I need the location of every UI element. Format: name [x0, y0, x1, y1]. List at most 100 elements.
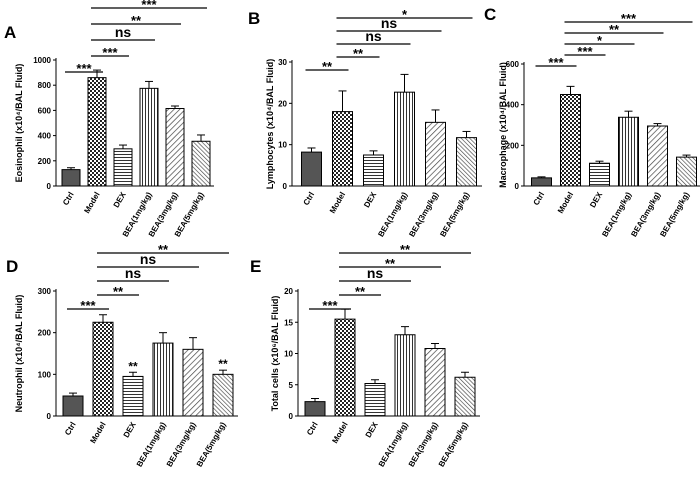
x-category-label: BEA(5mg/kg) — [658, 190, 691, 238]
y-tick-label: 600 — [38, 106, 52, 115]
y-axis-title: Neutrophil (x10⁴/BAL Fluid) — [14, 295, 24, 413]
x-category-label: Model — [330, 421, 349, 446]
x-category-label: Model — [556, 191, 575, 216]
bar-significance-label: ** — [128, 359, 138, 373]
x-category-label: DEX — [362, 190, 378, 209]
y-tick-label: 0 — [47, 412, 52, 421]
bar-model — [334, 318, 356, 417]
x-category-label: BEA(3mg/kg) — [407, 420, 440, 468]
bar-bea-5mg-kg — [191, 140, 211, 187]
bar-model — [87, 77, 107, 187]
panel-a: A 0 200 400 600 800 1000 Eosinophil (x10⁴/BAL F… — [4, 0, 214, 239]
significance-label: *** — [76, 61, 92, 76]
significance-label: ** — [113, 284, 124, 299]
x-category-label: DEX — [364, 420, 380, 439]
y-tick-label: 5 — [289, 381, 294, 390]
x-category-label: BEA(5mg/kg) — [437, 420, 470, 468]
significance-label: ** — [400, 242, 411, 257]
bar-bea-1mg-kg — [394, 91, 415, 187]
significance-label: ns — [125, 265, 142, 281]
x-category-label: Ctrl — [302, 191, 317, 207]
x-category-label: Model — [328, 191, 347, 216]
significance-label: *** — [141, 0, 157, 12]
bar-dex — [113, 148, 133, 187]
bar-bea-1mg-kg — [139, 87, 159, 187]
bar-bea-3mg-kg — [424, 348, 446, 417]
bar-bea-1mg-kg — [152, 342, 174, 417]
significance-label: ns — [140, 251, 157, 267]
y-axis-title: Macrophage (x10⁴/BAL Fluid) — [498, 62, 508, 188]
bar-model — [332, 111, 353, 187]
bar-ctrl — [301, 151, 322, 187]
bar-dex — [589, 162, 610, 187]
bar-ctrl — [62, 395, 84, 417]
x-category-label: BEA(5mg/kg) — [438, 190, 471, 238]
significance-label: *** — [548, 55, 564, 70]
significance-label: ** — [609, 22, 620, 37]
panel-letter: D — [6, 257, 18, 276]
x-category-label: DEX — [588, 190, 604, 209]
y-tick-label: 20 — [278, 99, 287, 108]
significance-label: ** — [355, 284, 366, 299]
y-axis-title: Lymphocytes (x10⁴/BAL Fluid) — [265, 59, 275, 189]
x-category-label: BEA(1mg/kg) — [135, 420, 168, 468]
significance-label: *** — [80, 298, 96, 313]
x-category-label: Ctrl — [61, 191, 76, 207]
significance-label: *** — [322, 298, 338, 313]
x-category-label: BEA(1mg/kg) — [600, 190, 633, 238]
y-axis-title: Eosinophil (x10⁴/BAL Fluid) — [14, 64, 24, 183]
y-tick-label: 10 — [284, 350, 293, 359]
panel-letter: B — [248, 9, 260, 28]
bar-bea-5mg-kg — [454, 376, 476, 417]
significance-label: ns — [115, 24, 132, 40]
y-tick-label: 0 — [283, 182, 288, 191]
significance-label: ** — [385, 256, 396, 271]
y-tick-label: 10 — [278, 141, 287, 150]
significance-label: ** — [158, 242, 169, 257]
bar-ctrl — [304, 401, 326, 417]
y-tick-label: 600 — [506, 60, 520, 69]
significance-label: *** — [577, 44, 593, 59]
significance-label: ns — [381, 15, 398, 31]
y-tick-label: 0 — [515, 182, 520, 191]
bar-bea-5mg-kg — [676, 156, 697, 187]
bar-model — [560, 94, 581, 187]
bar-significance-label: ** — [218, 357, 228, 371]
significance-label: ** — [322, 59, 333, 74]
bar-bea-1mg-kg — [394, 334, 416, 417]
x-category-label: DEX — [112, 190, 128, 209]
y-tick-label: 0 — [47, 182, 52, 191]
significance-label: *** — [102, 45, 118, 60]
x-category-label: BEA(5mg/kg) — [195, 420, 228, 468]
y-tick-label: 200 — [506, 141, 520, 150]
bar-bea-3mg-kg — [647, 125, 668, 187]
x-category-label: DEX — [122, 420, 138, 439]
significance-label: ** — [131, 13, 142, 28]
x-category-label: BEA(1mg/kg) — [377, 420, 410, 468]
x-category-label: BEA(3mg/kg) — [629, 190, 662, 238]
y-tick-label: 20 — [284, 287, 293, 296]
bar-dex — [363, 154, 384, 187]
significance-label: ns — [365, 28, 382, 44]
x-category-label: Ctrl — [63, 421, 78, 437]
x-category-label: BEA(1mg/kg) — [376, 190, 409, 238]
x-category-label: Ctrl — [305, 421, 320, 437]
significance-label: * — [597, 33, 603, 48]
panel-d: D 0 100 200 300 Neutrophil (x10⁴/BAL Fluid) Ct… — [6, 242, 238, 469]
y-tick-label: 300 — [38, 287, 52, 296]
x-category-label: BEA(3mg/kg) — [407, 190, 440, 238]
y-tick-label: 1000 — [33, 56, 51, 65]
y-tick-label: 30 — [278, 58, 287, 67]
bar-dex — [122, 375, 144, 417]
panel-letter: E — [250, 257, 261, 276]
y-tick-label: 800 — [38, 81, 52, 90]
bar-model — [92, 321, 114, 417]
x-category-label: Model — [82, 191, 101, 216]
panel-e: E 0 5 10 15 20 Total cells (x10⁶/BAL Fluid) Ctr… — [250, 242, 480, 469]
panel-letter: A — [4, 23, 16, 42]
significance-label: ns — [367, 265, 384, 281]
significance-label: ** — [353, 46, 364, 61]
